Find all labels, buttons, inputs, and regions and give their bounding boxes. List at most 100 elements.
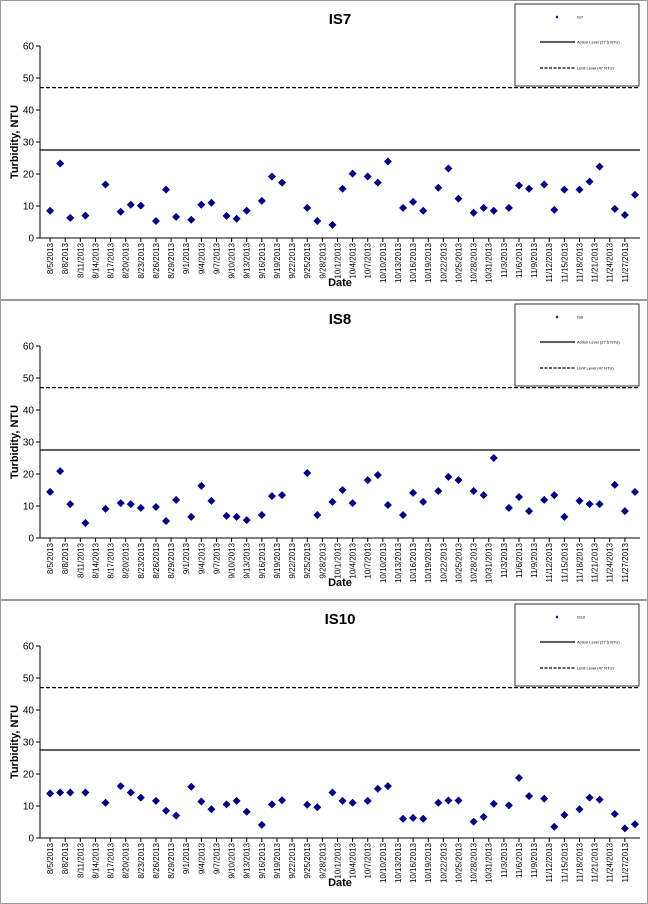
y-tick-label: 50 [23, 374, 35, 385]
x-tick-label: 11/9/2013 [530, 542, 539, 578]
data-point [469, 208, 478, 217]
data-point [610, 810, 619, 818]
data-point [630, 820, 639, 829]
x-tick-label: 8/14/2013 [91, 842, 100, 878]
y-tick-label: 30 [23, 138, 35, 149]
x-tick-label: 8/29/2013 [167, 242, 176, 278]
data-point [46, 789, 55, 798]
data-point [383, 501, 392, 510]
y-axis-label: Turbidity, NTU [9, 105, 21, 179]
data-point [419, 814, 428, 823]
x-tick-label: 10/7/2013 [364, 842, 373, 878]
x-tick-label: 10/31/2013 [485, 242, 494, 283]
data-point [454, 194, 463, 203]
x-tick-label: 9/19/2013 [273, 542, 282, 578]
data-point [585, 793, 594, 802]
y-tick-label: 50 [23, 674, 35, 685]
data-point [373, 784, 382, 793]
data-point [525, 507, 534, 516]
y-tick-label: 10 [23, 202, 35, 213]
data-point [56, 788, 65, 797]
data-point [313, 510, 322, 519]
data-point [116, 782, 125, 791]
x-tick-label: 11/21/2013 [591, 242, 600, 282]
data-point [172, 495, 181, 504]
data-point [267, 492, 276, 501]
x-tick-label: 10/28/2013 [470, 842, 479, 883]
legend-label: Limit Level (47 NTU) [577, 66, 614, 71]
data-point [525, 792, 534, 801]
data-point [338, 796, 347, 805]
data-point [469, 817, 478, 826]
data-point [267, 172, 276, 181]
x-tick-label: 8/20/2013 [122, 242, 131, 278]
data-point [479, 491, 488, 500]
data-point [348, 798, 357, 807]
legend-box [514, 303, 640, 387]
data-point [222, 511, 231, 520]
data-point [278, 491, 287, 500]
data-point [560, 185, 569, 194]
data-point [399, 814, 408, 823]
x-tick-label: 9/16/2013 [258, 542, 267, 578]
data-point [257, 196, 266, 205]
data-point [550, 205, 559, 214]
data-point [585, 500, 594, 509]
x-tick-label: 8/17/2013 [107, 542, 116, 578]
x-tick-label: 9/22/2013 [288, 842, 297, 878]
y-tick-label: 30 [23, 738, 35, 749]
chart-title: IS7 [329, 11, 352, 28]
x-tick-label: 8/23/2013 [137, 242, 146, 278]
data-point [81, 788, 90, 797]
data-point [373, 178, 382, 187]
chart-title: IS8 [329, 311, 352, 328]
x-tick-label: 10/16/2013 [409, 542, 418, 583]
data-point [595, 162, 604, 171]
data-point [303, 469, 312, 478]
x-tick-label: 10/31/2013 [485, 842, 494, 883]
data-point [151, 796, 160, 805]
y-tick-label: 40 [23, 706, 35, 717]
data-point [585, 177, 594, 186]
x-tick-label: 10/13/2013 [394, 842, 403, 883]
data-point [162, 806, 171, 815]
data-point [56, 467, 65, 476]
data-point [540, 180, 549, 189]
x-tick-label: 8/14/2013 [91, 542, 100, 578]
data-point [328, 220, 337, 229]
x-tick-label: 8/5/2013 [46, 542, 55, 574]
x-tick-label: 8/20/2013 [122, 542, 131, 578]
data-point [303, 800, 312, 809]
x-tick-label: 11/24/2013 [606, 242, 615, 282]
data-point [595, 795, 604, 804]
y-tick-label: 10 [23, 802, 35, 813]
data-point [383, 157, 392, 166]
x-tick-label: 10/25/2013 [454, 242, 463, 283]
x-tick-label: 8/26/2013 [152, 842, 161, 878]
y-tick-label: 10 [23, 502, 35, 513]
x-tick-label: 9/10/2013 [228, 542, 237, 578]
legend-label: Action Level (27.5 NTU) [577, 340, 620, 345]
x-tick-label: 10/4/2013 [349, 842, 358, 878]
data-point [46, 206, 55, 215]
data-point [504, 801, 513, 810]
x-tick-label: 8/11/2013 [76, 242, 85, 278]
x-tick-label: 8/17/2013 [107, 242, 116, 278]
x-tick-label: 9/4/2013 [197, 842, 206, 874]
data-point [560, 810, 569, 819]
x-tick-label: 10/1/2013 [333, 542, 342, 578]
data-point [267, 800, 276, 809]
x-tick-label: 9/4/2013 [197, 242, 206, 274]
data-point [46, 487, 55, 496]
x-tick-label: 10/25/2013 [454, 842, 463, 883]
data-point [514, 181, 523, 190]
data-point [187, 782, 196, 791]
x-tick-label: 10/28/2013 [470, 542, 479, 583]
legend-box [514, 3, 640, 87]
data-point [514, 493, 523, 502]
legend-label: Action Level (27.5 NTU) [577, 640, 620, 645]
x-tick-label: 10/22/2013 [439, 542, 448, 583]
data-point [257, 510, 266, 519]
x-tick-label: 11/12/2013 [545, 542, 554, 582]
x-tick-label: 10/7/2013 [364, 242, 373, 278]
